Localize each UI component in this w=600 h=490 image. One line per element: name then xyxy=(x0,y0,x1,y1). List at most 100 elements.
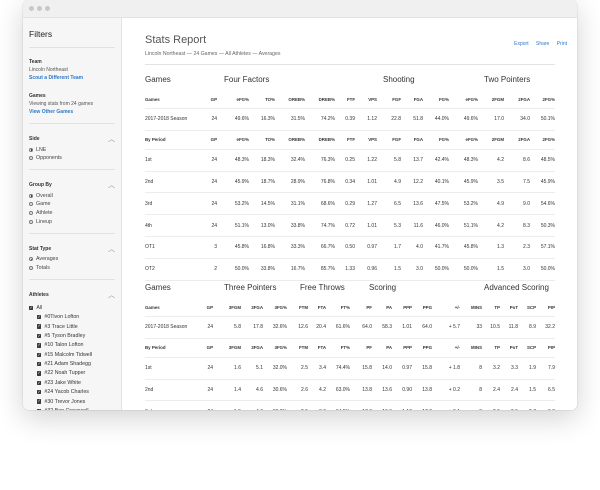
table-cell: 8.6 xyxy=(504,149,530,172)
table-cell: 32.0% xyxy=(263,357,287,380)
table-cell: 4th xyxy=(145,214,200,237)
group-games-2: Games xyxy=(145,283,171,292)
table-cell: Games xyxy=(145,90,200,109)
stattype-option[interactable]: Averages xyxy=(29,256,121,262)
groupby-option[interactable]: Game xyxy=(29,201,121,207)
table-cell: PF xyxy=(350,298,372,317)
checkbox-checked-icon[interactable]: ✓ xyxy=(37,389,42,395)
stattype-option[interactable]: Totals xyxy=(29,265,121,271)
share-link[interactable]: Share xyxy=(535,41,550,47)
checkbox-checked-icon[interactable]: ✓ xyxy=(37,360,42,367)
radio-empty-icon[interactable] xyxy=(29,265,33,270)
table-cell: 31.1% xyxy=(275,192,305,216)
table-cell: 1.3 xyxy=(478,236,504,259)
table-cell: 33.8% xyxy=(249,258,275,281)
athletes-section-header[interactable]: Athletes ︿ xyxy=(29,290,121,300)
table-cell: 16.3% xyxy=(249,108,275,131)
checkbox-checked-icon[interactable]: ✓ xyxy=(37,332,42,339)
side-heading: Side xyxy=(29,136,40,142)
athlete-checkbox[interactable]: ✓ #5 Tyson Bradley xyxy=(37,333,121,339)
view-games-link[interactable]: View Other Games xyxy=(29,109,74,115)
table-row: 1st 24 48.3% 18.3% 32.4% 76.3% 0.25 1.22 5.8 13.7… xyxy=(145,149,555,172)
checkbox-checked-icon[interactable]: ✓ xyxy=(37,408,42,410)
athlete-all-checkbox[interactable]: ✓ All xyxy=(29,305,121,311)
table-cell: 12.6 xyxy=(287,316,308,339)
athlete-checkbox[interactable]: ✓ #15 Malcolm Tidwell xyxy=(37,352,121,358)
checkbox-checked-icon[interactable]: ✓ xyxy=(37,313,42,320)
table-cell: 24 xyxy=(200,108,217,131)
table-cell: VPS xyxy=(355,130,377,150)
table-cell: 1.9 xyxy=(518,357,536,380)
checkbox-checked-icon[interactable]: ✓ xyxy=(29,304,34,310)
radio-empty-icon[interactable] xyxy=(29,210,33,215)
groupby-option[interactable]: Lineup xyxy=(29,219,121,225)
radio-empty-icon[interactable] xyxy=(29,156,33,161)
scoring-table: Games GP 3FGM 3FGA 3FG% FTM FTA FT% PF PA PPP PPG +/… xyxy=(145,298,555,410)
athlete-checkbox[interactable]: ✓#32 Ben Crosswell xyxy=(37,408,121,410)
athlete-checkbox[interactable]: ✓ #23 Jake White xyxy=(37,380,121,386)
close-dot-icon[interactable] xyxy=(29,6,34,11)
athlete-checkbox[interactable]: ✓ #21 Adam Shadegg xyxy=(37,361,121,367)
table-cell: 9.0 xyxy=(504,192,530,216)
table-cell: 2 xyxy=(200,258,217,281)
radio-selected-icon[interactable] xyxy=(29,147,33,152)
chevron-up-icon[interactable]: ︿ xyxy=(108,136,115,143)
radio-empty-icon[interactable] xyxy=(29,202,33,207)
stattype-section-header[interactable]: Stat Type ︿ xyxy=(29,244,121,254)
table-cell: 44.0% xyxy=(423,108,449,131)
table-cell: FT% xyxy=(326,338,350,358)
athlete-label: #15 Malcolm Tidwell xyxy=(44,351,93,358)
athlete-checkbox[interactable]: ✓ #3 Trace Little xyxy=(37,323,121,330)
games-text: Viewing stats from 24 games xyxy=(29,101,94,107)
export-link[interactable]: Export xyxy=(514,41,529,47)
athlete-list: ✓ #0Tivon Lofton ✓ #3 Trace Little ✓ #5 Tyson… xyxy=(29,314,121,410)
table-cell: 5.3 xyxy=(377,214,401,237)
table-cell: FG% xyxy=(423,90,449,109)
groupby-section-header[interactable]: Group By ︿ xyxy=(29,180,121,190)
scout-team-link[interactable]: Scout a Different Team xyxy=(29,75,84,81)
chevron-up-icon[interactable]: ︿ xyxy=(108,245,115,253)
checkbox-checked-icon[interactable]: ✓ xyxy=(37,370,42,376)
groupby-option[interactable]: Overall xyxy=(29,193,121,199)
zoom-dot-icon[interactable] xyxy=(45,6,50,11)
table-cell: 17.0 xyxy=(350,400,372,410)
table-cell: 48.3% xyxy=(217,149,249,172)
table-cell: 1.33 xyxy=(335,258,355,281)
table-cell: 3FGA xyxy=(241,338,263,358)
checkbox-checked-icon[interactable]: ✓ xyxy=(37,342,42,348)
athlete-checkbox[interactable]: ✓ #24 Yacob Charles xyxy=(37,389,121,395)
radio-selected-icon[interactable] xyxy=(29,193,33,198)
athlete-checkbox[interactable]: ✓ #22 Noah Tupper xyxy=(37,370,121,376)
group-games: Games xyxy=(145,75,171,84)
side-section-header[interactable]: Side ︿ xyxy=(29,134,121,144)
radio-empty-icon[interactable] xyxy=(29,219,33,224)
table-cell: 13.8 xyxy=(412,379,432,402)
radio-selected-icon[interactable] xyxy=(29,257,33,262)
chevron-up-icon[interactable]: ︿ xyxy=(108,291,115,299)
chevron-up-icon[interactable]: ︿ xyxy=(108,182,115,190)
athlete-checkbox[interactable]: ✓ #10 Talon Lofton xyxy=(37,342,121,348)
athlete-checkbox[interactable]: ✓ #0Tivon Lofton xyxy=(37,314,121,320)
table-cell: 24 xyxy=(200,214,217,237)
checkbox-checked-icon[interactable]: ✓ xyxy=(37,379,42,386)
athlete-label: #22 Noah Tupper xyxy=(44,370,86,377)
table-cell: 3 xyxy=(200,236,217,259)
table-cell: PPP xyxy=(392,338,412,358)
checkbox-checked-icon[interactable]: ✓ xyxy=(37,323,42,329)
table-cell: 16.7% xyxy=(275,258,305,281)
minimize-dot-icon[interactable] xyxy=(37,6,42,11)
side-option[interactable]: LNE xyxy=(29,147,121,153)
print-link[interactable]: Print xyxy=(556,41,567,47)
side-option[interactable]: Opponents xyxy=(29,155,121,161)
table-cell: 11.8 xyxy=(500,316,518,339)
athlete-checkbox[interactable]: ✓ #30 Trevor Jones xyxy=(37,399,121,405)
table-cell: 24 xyxy=(200,192,217,216)
table-cell: 48.5% xyxy=(530,149,555,172)
four-factors-table: Games GP eFG% TO% OREB% DREB% FTF VPS FGF FGA FG% e… xyxy=(145,90,555,281)
table-cell: 6.5 xyxy=(536,379,555,402)
table-cell: 1.01 xyxy=(392,316,412,339)
groupby-option[interactable]: Athlete xyxy=(29,210,121,216)
table-cell: 2.6 xyxy=(287,379,308,402)
checkbox-checked-icon[interactable]: ✓ xyxy=(37,398,42,404)
checkbox-checked-icon[interactable]: ✓ xyxy=(37,351,42,357)
